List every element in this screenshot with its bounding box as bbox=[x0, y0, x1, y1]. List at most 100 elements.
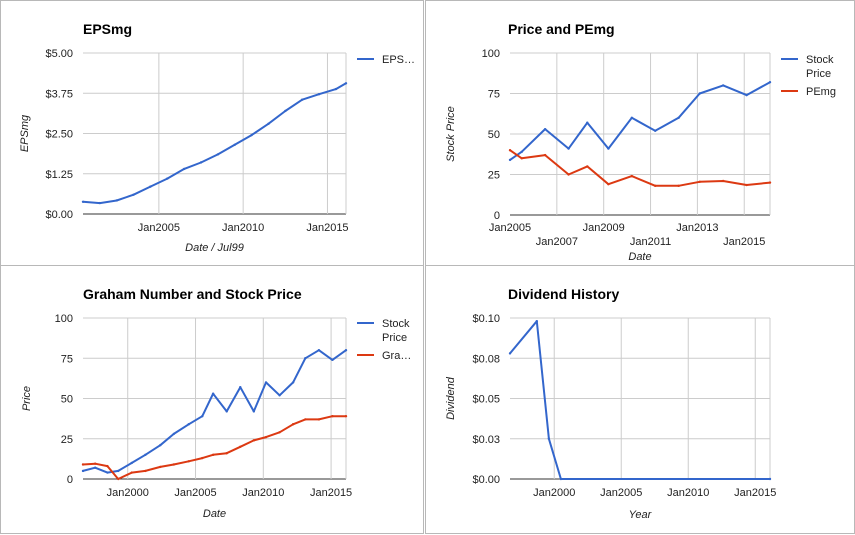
data-point bbox=[267, 122, 270, 126]
data-point bbox=[159, 465, 162, 469]
data-point bbox=[607, 147, 610, 150]
x-tick-label: Jan2005 bbox=[489, 222, 531, 234]
x-tick-label: Jan2000 bbox=[533, 487, 575, 499]
x-tick-label: Jan2009 bbox=[583, 222, 625, 234]
y-tick-label: $0.00 bbox=[472, 474, 500, 486]
data-point bbox=[117, 477, 120, 481]
y-tick-label: $0.10 bbox=[472, 313, 500, 325]
dividend-chart: Dividend History $0.00 $0.03 $0.05 $0.08 $0.1… bbox=[445, 286, 776, 521]
data-point bbox=[264, 381, 268, 384]
y-tick-label: 25 bbox=[488, 170, 500, 182]
data-point bbox=[115, 199, 118, 202]
x-tick-label: Jan2005 bbox=[600, 487, 642, 499]
data-point bbox=[81, 469, 85, 473]
y-tick-label: $0.03 bbox=[472, 434, 500, 446]
data-point bbox=[304, 418, 307, 421]
data-point bbox=[278, 394, 281, 397]
data-point bbox=[225, 452, 228, 455]
data-point bbox=[81, 463, 85, 466]
data-point bbox=[344, 349, 348, 352]
y-tick-label: 75 bbox=[488, 89, 500, 101]
data-point bbox=[284, 109, 287, 113]
data-point bbox=[630, 116, 634, 120]
y-tick-label: $0.08 bbox=[472, 353, 500, 365]
y-axis-title: Price bbox=[21, 386, 33, 411]
data-point bbox=[586, 165, 589, 168]
series-line-1 bbox=[509, 320, 770, 480]
y-tick-label: $2.50 bbox=[45, 129, 73, 141]
data-point bbox=[654, 184, 657, 188]
data-point bbox=[130, 471, 134, 474]
data-point bbox=[768, 80, 772, 84]
x-axis-title: Date bbox=[628, 251, 651, 263]
x-tick-label: Jan2010 bbox=[667, 487, 709, 499]
x-tick-label: Jan2015 bbox=[310, 487, 352, 499]
y-tick-label: 0 bbox=[494, 210, 500, 222]
data-point bbox=[344, 415, 348, 418]
legend-label: PEmg bbox=[806, 86, 836, 98]
data-point bbox=[182, 167, 186, 171]
x-tick-label: Jan2015 bbox=[734, 487, 776, 499]
data-point bbox=[331, 415, 334, 418]
data-point bbox=[768, 477, 772, 481]
data-point bbox=[187, 460, 190, 463]
eps-chart-panel: EPSmg $0.00 $1.25 $2.50 $3.75 $5.00 Jan2005 Jan… bbox=[0, 0, 424, 266]
y-axis-title: Stock Price bbox=[445, 106, 457, 162]
y-tick-label: 50 bbox=[488, 129, 500, 141]
x-tick-label: Jan2007 bbox=[536, 236, 578, 248]
data-point bbox=[745, 93, 748, 97]
price-pe-chart-panel: Price and PEmg 0 25 50 75 100 Jan2005 Jan2007 Ja… bbox=[425, 0, 855, 266]
series-line-2 bbox=[509, 149, 771, 187]
legend-label: Price bbox=[382, 332, 407, 344]
x-tick-label: Jan2015 bbox=[306, 222, 348, 234]
data-point bbox=[149, 185, 152, 188]
y-tick-label: 100 bbox=[55, 313, 73, 325]
y-axis-title: EPSmg bbox=[19, 114, 31, 152]
y-tick-label: 25 bbox=[61, 434, 73, 446]
y-tick-label: 0 bbox=[67, 474, 73, 486]
data-point bbox=[159, 443, 162, 447]
data-point bbox=[81, 200, 85, 203]
data-point bbox=[172, 463, 176, 466]
data-point bbox=[698, 180, 701, 183]
y-tick-label: $5.00 bbox=[45, 48, 73, 60]
data-point bbox=[106, 471, 109, 474]
data-point bbox=[132, 193, 135, 196]
data-point bbox=[130, 461, 134, 465]
eps-chart: EPSmg $0.00 $1.25 $2.50 $3.75 $5.00 Jan2005 Jan… bbox=[19, 21, 415, 254]
legend-label: Price bbox=[806, 68, 831, 80]
data-point bbox=[106, 464, 109, 468]
data-point bbox=[239, 386, 242, 389]
data-point bbox=[300, 98, 304, 101]
data-point bbox=[211, 392, 215, 395]
data-point bbox=[187, 423, 190, 426]
y-tick-label: $0.05 bbox=[472, 394, 500, 406]
y-tick-label: 100 bbox=[482, 48, 500, 60]
data-point bbox=[567, 147, 570, 150]
data-point bbox=[201, 456, 204, 460]
x-axis-title: Year bbox=[629, 509, 653, 521]
data-point bbox=[291, 423, 295, 426]
data-point bbox=[94, 462, 97, 465]
data-point bbox=[721, 179, 725, 183]
graham-chart: Graham Number and Stock Price 0 25 50 75 100 J… bbox=[21, 286, 411, 520]
data-point bbox=[252, 410, 256, 413]
x-tick-label: Jan2013 bbox=[676, 222, 718, 234]
x-tick-label: Jan2005 bbox=[174, 487, 216, 499]
series-line-1 bbox=[82, 82, 347, 205]
data-point bbox=[172, 432, 176, 436]
data-point bbox=[586, 121, 589, 124]
x-tick-label: Jan2010 bbox=[222, 222, 264, 234]
data-point bbox=[543, 153, 547, 157]
data-point bbox=[225, 410, 228, 413]
chart-title: Dividend History bbox=[508, 286, 619, 302]
data-point bbox=[334, 87, 338, 91]
x-tick-label: Jan2005 bbox=[138, 222, 180, 234]
data-point bbox=[654, 129, 657, 132]
series-line-2 bbox=[82, 415, 346, 480]
x-tick-label: Jan2000 bbox=[107, 487, 149, 499]
data-point bbox=[508, 149, 512, 152]
y-tick-label: 75 bbox=[61, 353, 73, 365]
data-point bbox=[291, 381, 295, 384]
data-point bbox=[677, 184, 680, 188]
